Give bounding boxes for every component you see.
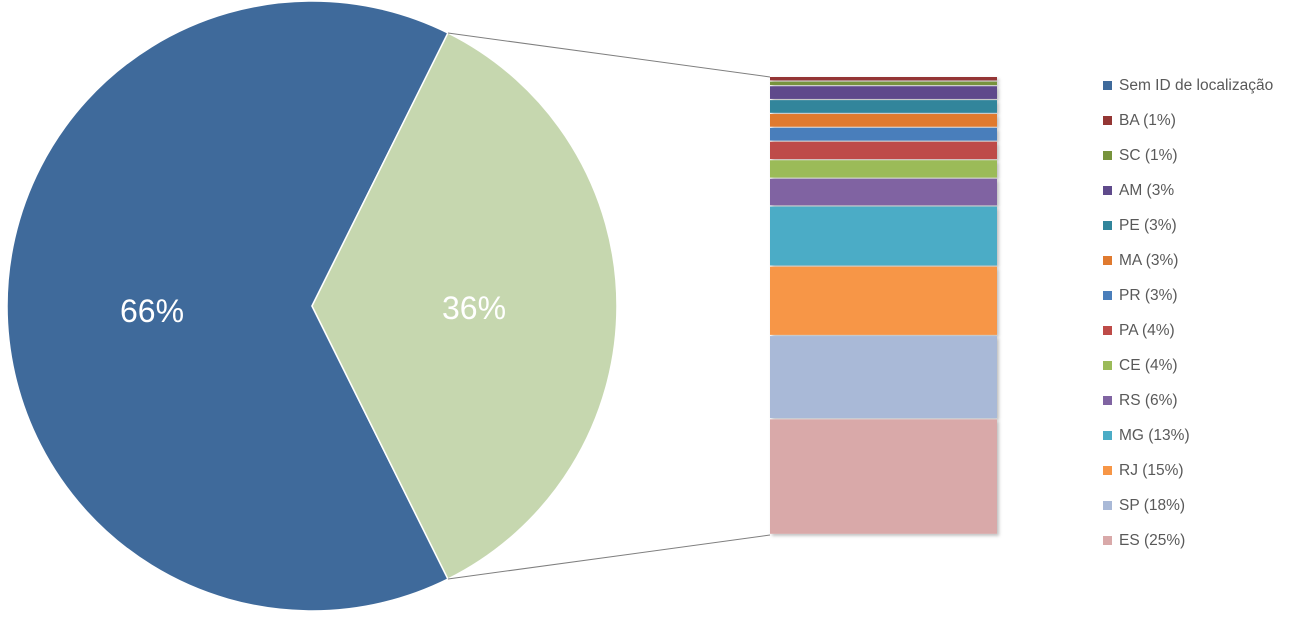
legend-label: BA (1%) [1119,111,1176,129]
legend-label: PA (4%) [1119,321,1175,339]
legend-item: PE (3%) [1103,208,1273,243]
legend-label: PE (3%) [1119,216,1177,234]
legend-label: CE (4%) [1119,356,1178,374]
legend-item: Sem ID de localização [1103,68,1273,103]
legend-swatch [1103,151,1112,160]
legend-label: Sem ID de localização [1119,76,1274,94]
pie-group [6,0,618,612]
legend-swatch [1103,81,1112,90]
pie-label-1: 36% [442,290,506,326]
legend-item: BA (1%) [1103,103,1273,138]
pie-slice-1 [311,31,618,581]
legend-label: PR (3%) [1119,286,1178,304]
legend-label: MG (13%) [1119,426,1190,444]
legend-swatch [1103,361,1112,370]
legend-label: RJ (15%) [1119,461,1184,479]
bar-segment-3 [770,100,997,113]
legend-item: AM (3% [1103,173,1273,208]
connector-lines [447,32,771,580]
legend-item: MA (3%) [1103,243,1273,278]
legend-item: ES (25%) [1103,523,1273,558]
legend-swatch [1103,256,1112,265]
legend-label: SC (1%) [1119,146,1178,164]
bar-segment-2 [770,86,997,99]
pie-labels: 66% 36% [120,290,506,329]
legend-label: AM (3% [1119,181,1175,199]
legend-swatch [1103,431,1112,440]
legend-swatch [1103,536,1112,545]
legend-swatch [1103,116,1112,125]
legend-label: RS (6%) [1119,391,1178,409]
legend-item: SP (18%) [1103,488,1273,523]
legend-swatch [1103,501,1112,510]
legend-item: MG (13%) [1103,418,1273,453]
stacked-bar [770,77,997,534]
connector-line-bottom [447,534,771,580]
legend-swatch [1103,291,1112,300]
bar-segment-1 [770,81,997,86]
connector-line-top [447,32,771,78]
bar-segment-7 [770,160,997,178]
pie-slice-0 [6,0,449,612]
legend-label: ES (25%) [1119,531,1186,549]
legend-swatch [1103,326,1112,335]
legend-item: SC (1%) [1103,138,1273,173]
bar-segment-0 [770,77,997,81]
bar-segment-9 [770,206,997,266]
bar-segment-11 [770,336,997,419]
bar-segment-8 [770,178,997,206]
bar-segment-6 [770,141,997,160]
legend-swatch [1103,221,1112,230]
legend-swatch [1103,186,1112,195]
legend: Sem ID de localização BA (1%) SC (1%) AM (3… [1103,68,1273,558]
legend-item: CE (4%) [1103,348,1273,383]
legend-label: MA (3%) [1119,251,1179,269]
legend-swatch [1103,396,1112,405]
legend-label: SP (18%) [1119,496,1186,514]
bar-segment-10 [770,266,997,335]
bar-segment-12 [770,419,997,534]
pie-label-0: 66% [120,293,184,329]
legend-item: RJ (15%) [1103,453,1273,488]
bar-segment-4 [770,114,997,127]
bar-segment-5 [770,127,997,141]
legend-item: PA (4%) [1103,313,1273,348]
legend-item: RS (6%) [1103,383,1273,418]
legend-item: PR (3%) [1103,278,1273,313]
legend-swatch [1103,466,1112,475]
